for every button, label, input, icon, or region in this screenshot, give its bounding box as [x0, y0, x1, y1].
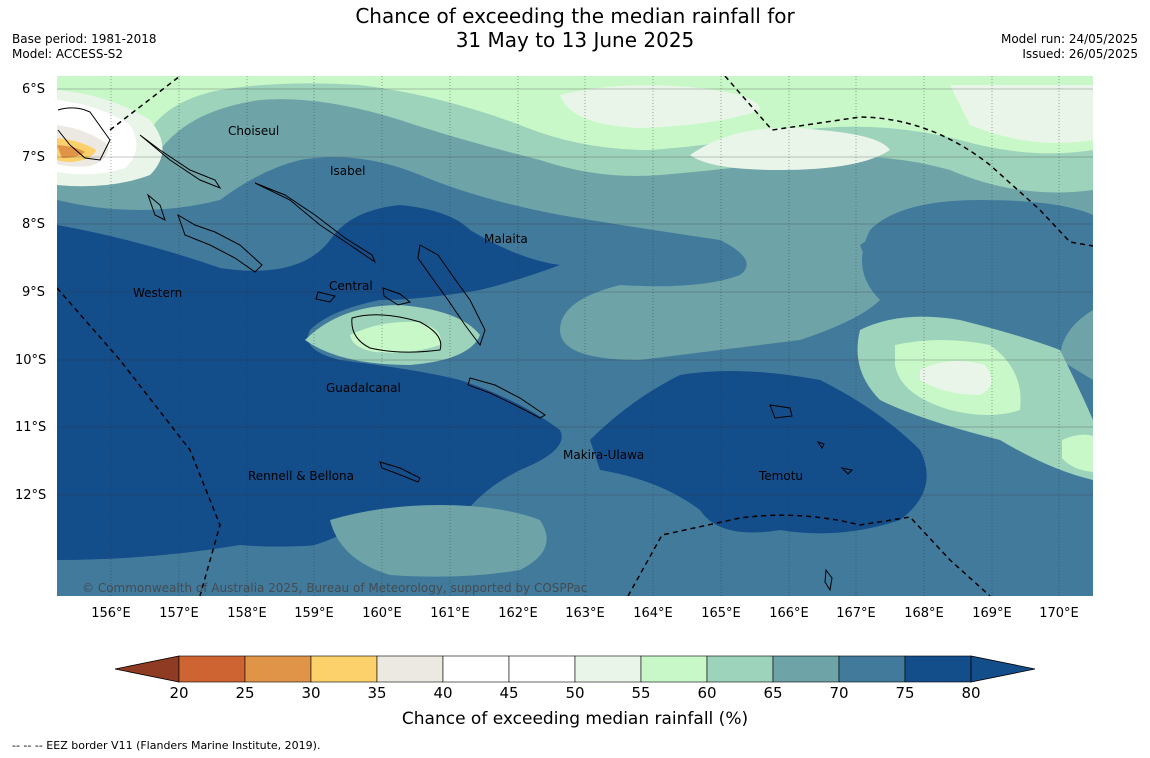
lat-label-12s: 12°S	[15, 488, 47, 503]
choiseul-island	[139, 134, 222, 190]
lon-label-167e: 167°E	[836, 606, 876, 621]
lon-label-158e: 158°E	[227, 606, 267, 621]
lat-label-10s: 10°S	[15, 353, 47, 368]
field-70-75-south	[330, 505, 547, 577]
colorbar-swatch	[244, 655, 312, 683]
coastlines	[57, 107, 854, 592]
lon-label-162e: 162°E	[498, 606, 538, 621]
issued-date: Issued: 26/05/2025	[1022, 47, 1138, 61]
vanuatu-north	[824, 568, 833, 592]
cb-tick-30: 30	[301, 684, 321, 702]
colorbar-extend-low	[114, 655, 180, 683]
lon-label-169e: 169°E	[972, 606, 1012, 621]
colorbar-label: Chance of exceeding median rainfall (%)	[401, 709, 749, 729]
lat-label-8s: 8°S	[22, 217, 46, 232]
lon-label-156e: 156°E	[91, 606, 131, 621]
colorbar-swatch	[706, 655, 774, 683]
lon-label-160e: 160°E	[362, 606, 402, 621]
field-55-60-east	[920, 361, 992, 395]
field-55-60-c	[950, 85, 1093, 143]
colorbar-swatch	[772, 655, 840, 683]
lon-label-163e: 163°E	[565, 606, 605, 621]
lon-label-170e: 170°E	[1039, 606, 1079, 621]
field-75-80-south	[57, 535, 600, 596]
lat-label-9s: 9°S	[22, 285, 46, 300]
colorbar-swatch	[574, 655, 642, 683]
colorbar-swatch	[640, 655, 708, 683]
florida-islands	[382, 287, 412, 306]
field-80-plus-west	[57, 205, 562, 560]
lat-label-6s: 6°S	[22, 82, 46, 97]
meta-left: Base period: 1981-2018 Model: ACCESS-S2	[12, 32, 157, 62]
cb-tick-40: 40	[433, 684, 453, 702]
colorbar-swatch	[904, 655, 972, 683]
field-75-80-east	[860, 219, 1084, 290]
lat-label-11s: 11°S	[15, 420, 47, 435]
graticule-lat	[57, 88, 1093, 496]
field-30-35	[57, 145, 85, 158]
field-60-65	[57, 76, 1093, 160]
cb-tick-20: 20	[169, 684, 189, 702]
field-55-60-a	[560, 85, 760, 128]
eez-footnote: -- -- -- EEZ border V11 (Flanders Marine…	[12, 739, 321, 752]
cb-tick-65: 65	[763, 684, 783, 702]
title-line-2: 31 May to 13 June 2025	[455, 28, 695, 52]
rennell-island	[379, 461, 421, 483]
cb-tick-25: 25	[235, 684, 255, 702]
russell-islands	[315, 291, 336, 303]
lon-label-159e: 159°E	[294, 606, 334, 621]
meta-right: Model run: 24/05/2025 Issued: 26/05/2025	[1001, 32, 1138, 62]
isabel-island	[254, 182, 377, 264]
cb-tick-55: 55	[631, 684, 651, 702]
cb-tick-70: 70	[829, 684, 849, 702]
model-name: Model: ACCESS-S2	[12, 47, 124, 61]
colorbar-swatch	[376, 655, 444, 683]
base-period: Base period: 1981-2018	[12, 32, 157, 46]
cb-tick-45: 45	[499, 684, 519, 702]
colorbar-swatch	[508, 655, 576, 683]
bougainville-island	[57, 107, 111, 161]
new-georgia	[177, 213, 263, 273]
field-55-60-b	[690, 127, 890, 170]
colorbar	[114, 655, 1036, 683]
lon-label-164e: 164°E	[633, 606, 673, 621]
eez-border	[57, 76, 1093, 596]
nendo-island	[769, 404, 793, 419]
colorbar-swatch	[838, 655, 906, 683]
lat-label-7s: 7°S	[22, 150, 46, 165]
malaita-island	[417, 244, 486, 347]
chart-title: Chance of exceeding the median rainfall …	[0, 4, 1150, 52]
lon-label-168e: 168°E	[904, 606, 944, 621]
model-run: Model run: 24/05/2025	[1000, 32, 1138, 46]
colorbar-swatch	[442, 655, 510, 683]
lon-label-157e: 157°E	[159, 606, 199, 621]
cb-tick-50: 50	[565, 684, 585, 702]
makira-island	[467, 377, 546, 419]
cb-tick-35: 35	[367, 684, 387, 702]
utupua-island	[816, 441, 825, 449]
field-75-80-se	[1060, 518, 1093, 596]
lon-label-161e: 161°E	[430, 606, 470, 621]
field-60-65-guadalcanal	[350, 321, 441, 353]
field-80-plus-east	[590, 371, 927, 534]
guadalcanal-island	[351, 314, 442, 353]
lon-label-166e: 166°E	[769, 606, 809, 621]
vella-lavella	[146, 193, 166, 221]
colorbar-swatch	[310, 655, 378, 683]
title-line-1: Chance of exceeding the median rainfall …	[355, 4, 795, 28]
field-60-65-far-east	[1062, 434, 1093, 472]
vanikoro-island	[840, 467, 854, 475]
cb-tick-60: 60	[697, 684, 717, 702]
colorbar-swatch	[178, 655, 246, 683]
colorbar-extend-high	[970, 655, 1036, 683]
lon-label-165e: 165°E	[701, 606, 741, 621]
cb-tick-75: 75	[895, 684, 915, 702]
cb-tick-80: 80	[961, 684, 981, 702]
probability-field	[57, 76, 1093, 596]
